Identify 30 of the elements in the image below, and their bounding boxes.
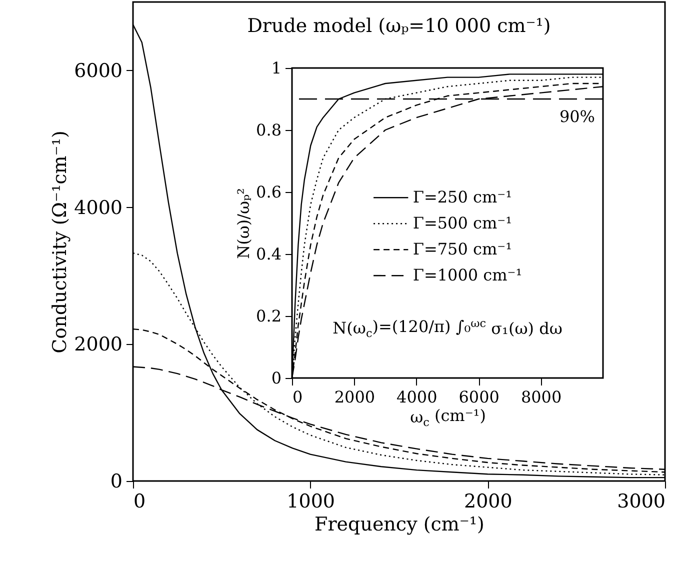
- y-tick-label: 2000: [74, 334, 122, 356]
- x-axis-title: ω$_{c}$ (cm⁻¹): [410, 406, 486, 429]
- x-tick-label: 2000: [464, 490, 512, 512]
- y-tick-label: 0.2: [256, 306, 282, 326]
- y-tick-label: 1: [271, 58, 282, 78]
- x-tick-label: 6000: [458, 388, 500, 406]
- y-tick-label: 0.4: [256, 244, 282, 264]
- x-tick-label: 1000: [286, 490, 336, 512]
- x-tick-label: 2000: [334, 388, 376, 406]
- y-tick-label: 0.8: [256, 120, 282, 140]
- legend-label: Γ=750 cm⁻¹: [412, 240, 512, 259]
- y-tick-label: 6000: [74, 60, 122, 82]
- y-tick-label: 4000: [74, 196, 122, 219]
- x-axis-title: Frequency (cm⁻¹): [314, 514, 484, 536]
- x-tick-label: 0: [292, 388, 303, 406]
- y-tick-label: 0.6: [256, 182, 282, 202]
- ref-line-label: 90%: [559, 107, 595, 126]
- annotation: N(ω$_{c}$)=(120/π) ∫₀$^{ωc}$ σ₁(ω) dω: [332, 316, 562, 340]
- x-tick-label: 0: [134, 490, 146, 512]
- y-tick-label: 0: [110, 470, 122, 492]
- x-tick-label: 3000: [617, 490, 666, 512]
- y-axis-title: Conductivity (Ω⁻¹cm⁻¹): [49, 130, 72, 354]
- legend-label: Γ=500 cm⁻¹: [412, 214, 512, 233]
- x-tick-label: 4000: [396, 388, 438, 406]
- legend-label: Γ=1000 cm⁻¹: [412, 266, 522, 285]
- x-tick-label: 8000: [520, 388, 562, 406]
- text: Drude model (ωₚ=10 000 cm⁻¹): [247, 15, 551, 37]
- y-axis-title: N(ω)/ωₚ²: [234, 188, 254, 259]
- legend-label: Γ=250 cm⁻¹: [412, 188, 512, 207]
- y-tick-label: 0: [271, 368, 282, 388]
